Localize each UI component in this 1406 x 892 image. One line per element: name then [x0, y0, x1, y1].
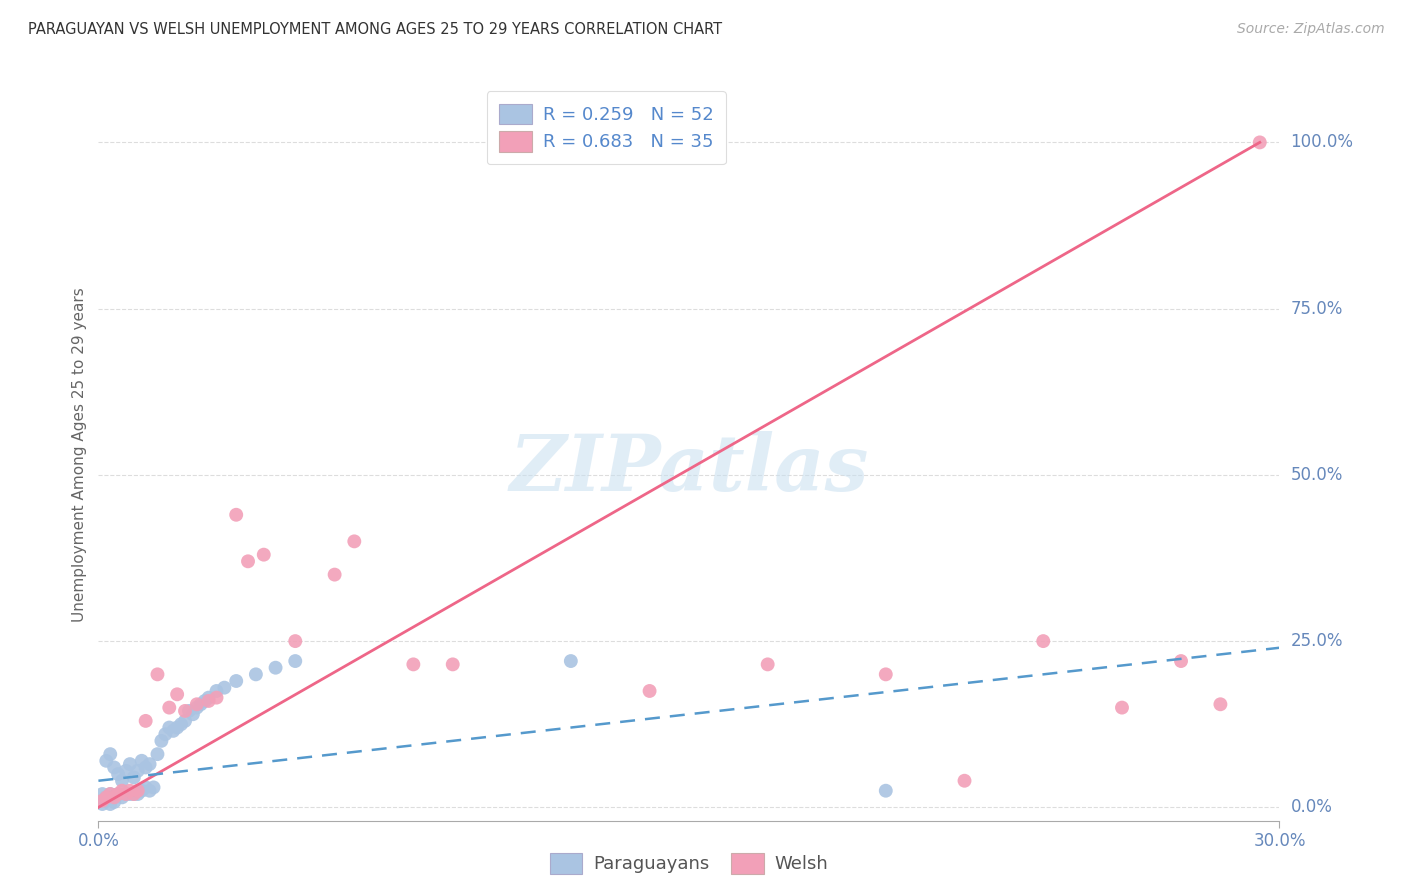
- Point: [441, 657, 464, 672]
- Point: [96, 790, 118, 805]
- Point: [177, 704, 200, 718]
- Text: 25.0%: 25.0%: [1291, 632, 1343, 650]
- Point: [103, 790, 125, 805]
- Point: [135, 780, 157, 795]
- Point: [115, 764, 138, 778]
- Point: [127, 787, 149, 801]
- Point: [264, 661, 287, 675]
- Point: [96, 794, 118, 808]
- Point: [157, 721, 180, 735]
- Point: [225, 673, 247, 688]
- Point: [98, 747, 121, 761]
- Point: [155, 727, 177, 741]
- Text: ZIPatlas: ZIPatlas: [509, 432, 869, 508]
- Point: [236, 554, 259, 568]
- Point: [284, 634, 307, 648]
- Point: [146, 667, 169, 681]
- Point: [107, 787, 129, 801]
- Point: [1111, 700, 1133, 714]
- Point: [103, 790, 125, 805]
- Point: [146, 747, 169, 761]
- Point: [122, 787, 145, 801]
- Point: [115, 787, 138, 801]
- Point: [181, 707, 204, 722]
- Point: [127, 783, 149, 797]
- Text: 0.0%: 0.0%: [1291, 798, 1333, 816]
- Text: 50.0%: 50.0%: [1291, 466, 1343, 483]
- Point: [98, 787, 121, 801]
- Point: [323, 567, 346, 582]
- Point: [111, 783, 134, 797]
- Y-axis label: Unemployment Among Ages 25 to 29 years: Unemployment Among Ages 25 to 29 years: [72, 287, 87, 623]
- Point: [166, 687, 188, 701]
- Point: [197, 694, 219, 708]
- Point: [127, 764, 149, 778]
- Point: [560, 654, 582, 668]
- Point: [118, 783, 141, 797]
- Point: [953, 773, 976, 788]
- Point: [115, 787, 138, 801]
- Text: 75.0%: 75.0%: [1291, 300, 1343, 318]
- Point: [174, 704, 197, 718]
- Point: [1209, 698, 1232, 712]
- Point: [1032, 634, 1054, 648]
- Point: [118, 787, 141, 801]
- Point: [150, 734, 173, 748]
- Point: [1170, 654, 1192, 668]
- Point: [91, 787, 114, 801]
- Point: [194, 694, 217, 708]
- Text: PARAGUAYAN VS WELSH UNEMPLOYMENT AMONG AGES 25 TO 29 YEARS CORRELATION CHART: PARAGUAYAN VS WELSH UNEMPLOYMENT AMONG A…: [28, 22, 723, 37]
- Point: [98, 787, 121, 801]
- Point: [103, 795, 125, 809]
- Point: [122, 771, 145, 785]
- Point: [402, 657, 425, 672]
- Point: [98, 797, 121, 811]
- Point: [170, 717, 193, 731]
- Point: [135, 714, 157, 728]
- Point: [186, 700, 208, 714]
- Point: [135, 760, 157, 774]
- Point: [1249, 136, 1271, 150]
- Point: [875, 667, 897, 681]
- Text: Source: ZipAtlas.com: Source: ZipAtlas.com: [1237, 22, 1385, 37]
- Point: [96, 790, 118, 805]
- Point: [131, 754, 153, 768]
- Point: [107, 767, 129, 781]
- Point: [91, 794, 114, 808]
- Point: [131, 783, 153, 797]
- Point: [225, 508, 247, 522]
- Point: [284, 654, 307, 668]
- Point: [205, 690, 228, 705]
- Point: [138, 757, 160, 772]
- Point: [111, 790, 134, 805]
- Point: [103, 760, 125, 774]
- Point: [107, 787, 129, 801]
- Text: 100.0%: 100.0%: [1291, 134, 1354, 152]
- Point: [205, 684, 228, 698]
- Point: [875, 783, 897, 797]
- Point: [756, 657, 779, 672]
- Point: [186, 698, 208, 712]
- Point: [142, 780, 165, 795]
- Point: [245, 667, 267, 681]
- Point: [96, 754, 118, 768]
- Legend: Paraguayans, Welsh: Paraguayans, Welsh: [543, 846, 835, 881]
- Point: [174, 714, 197, 728]
- Point: [122, 787, 145, 801]
- Point: [111, 773, 134, 788]
- Point: [157, 700, 180, 714]
- Point: [214, 681, 236, 695]
- Point: [197, 690, 219, 705]
- Point: [166, 721, 188, 735]
- Point: [638, 684, 661, 698]
- Point: [162, 723, 184, 738]
- Point: [190, 698, 212, 712]
- Point: [253, 548, 276, 562]
- Point: [343, 534, 366, 549]
- Point: [118, 757, 141, 772]
- Point: [138, 783, 160, 797]
- Point: [91, 797, 114, 811]
